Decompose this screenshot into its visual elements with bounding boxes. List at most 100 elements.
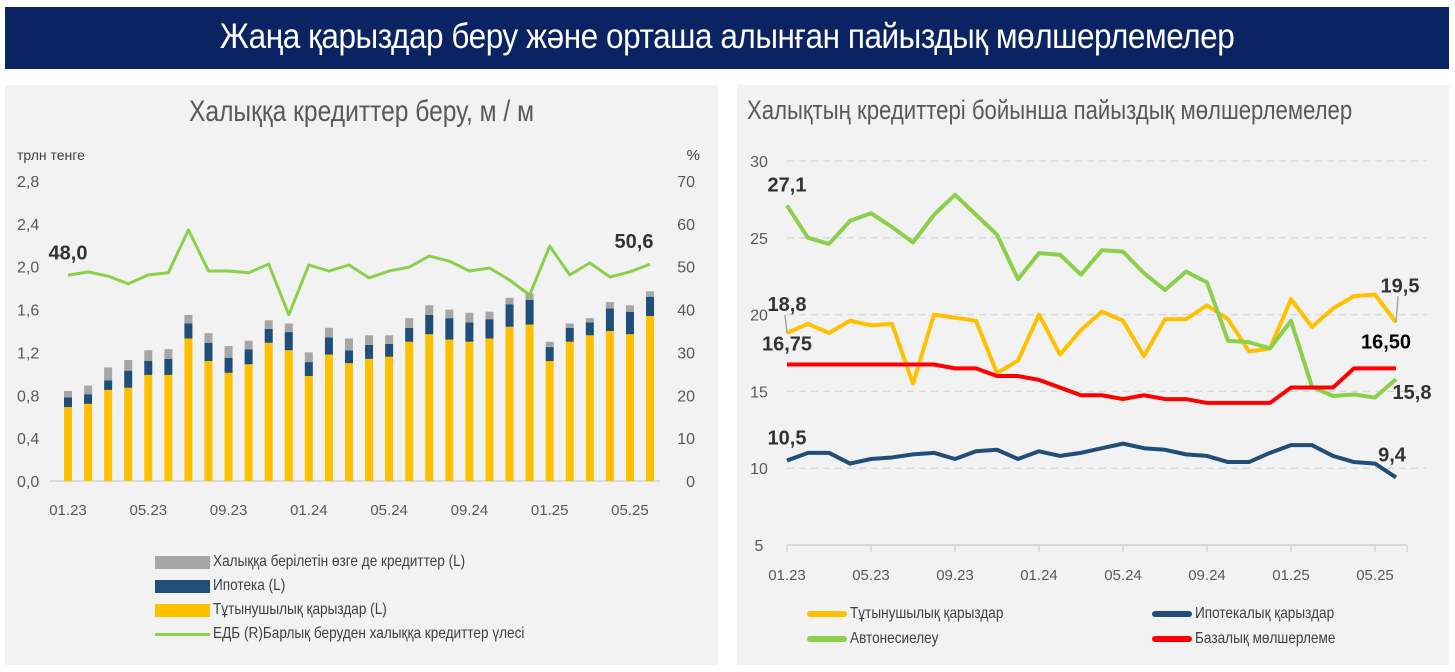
right-data-label: 10,5: [768, 428, 807, 450]
right-chart-title: Халықтың кредиттері бойынша пайыздық мөл…: [747, 95, 1353, 125]
legend-item: Халыққа берілетін өзге де кредиттер (L): [155, 553, 510, 571]
mortgage-bar: [324, 337, 333, 355]
other-loans-bar: [445, 309, 454, 319]
right-x-tick-label: 05.24: [1104, 567, 1142, 584]
consumer-bar: [284, 350, 293, 481]
left-y-tick-label: 0,4: [17, 431, 39, 448]
mortgage-bar: [605, 308, 614, 331]
legend-label: Ипотекалық қарыздар: [1195, 605, 1335, 622]
consumer-bar: [625, 334, 634, 481]
left-x-tick-label: 09.24: [451, 502, 489, 519]
consumer-bar: [545, 361, 554, 481]
mortgage-rate-line: [786, 441, 1398, 480]
left-chart-panel: Халыққа кредиттер беру, м / м трлн тенге…: [5, 85, 718, 665]
mortgage-bar: [365, 344, 374, 359]
left-y-axis-unit: трлн тенге: [17, 147, 85, 163]
right-y-tick-label: 20: [677, 388, 695, 405]
leader-line: [1395, 296, 1399, 323]
other-loans-bar: [525, 293, 534, 300]
consumer-bar: [264, 342, 273, 481]
legend-label: Автонесиелеу: [850, 630, 939, 647]
other-loans-bar: [565, 323, 574, 328]
mortgage-bar: [244, 349, 253, 365]
right-y-tick-label: 50: [677, 260, 695, 277]
mortgage-bar: [144, 361, 153, 375]
legend-line-swatch: [1152, 611, 1192, 617]
other-loans-bar: [625, 305, 634, 312]
consumer-bar: [64, 407, 72, 481]
other-loans-bar: [204, 333, 213, 343]
other-loans-bar: [64, 391, 72, 398]
right-x-tick-label: 01.24: [1020, 567, 1058, 584]
legend-box-swatch: [155, 555, 210, 569]
left-y-tick-label: 2,4: [17, 217, 39, 234]
auto-loan-rate-line: [785, 192, 1398, 400]
mortgage-bar: [525, 299, 534, 325]
legend-line-swatch: [807, 636, 847, 642]
right-x-tick-label: 09.24: [1188, 567, 1226, 584]
other-loans-bar: [425, 305, 434, 315]
left-y-tick-label: 2,8: [17, 174, 39, 191]
right-x-tick-label: 05.25: [1356, 567, 1394, 584]
consumer-bar: [84, 403, 93, 481]
left-x-tick-label: 05.23: [130, 502, 168, 519]
right-y-tick-label: 0: [686, 474, 695, 491]
other-loans-bar: [184, 314, 193, 324]
consumer-bar: [465, 341, 474, 481]
legend-item: Автонесиелеу: [807, 630, 954, 648]
consumer-bar: [224, 372, 233, 481]
mortgage-bar: [385, 343, 394, 357]
consumer-bar: [324, 354, 333, 481]
consumer-rate-line: [786, 292, 1398, 386]
mortgage-bar: [104, 380, 113, 390]
mortgage-bar: [124, 370, 133, 388]
right-y-tick-label: 30: [677, 345, 695, 362]
consumer-bar: [184, 338, 193, 481]
banner: Жаңа қарыздар беру және орташа алынған п…: [5, 7, 1449, 69]
share-line: [67, 228, 651, 317]
left-x-tick-label: 05.25: [611, 502, 649, 519]
consumer-bar: [244, 364, 253, 481]
right-y-tick-label: 60: [677, 217, 695, 234]
right-data-label: 19,5: [1381, 275, 1420, 297]
mortgage-bar: [545, 347, 554, 361]
consumer-bar: [405, 341, 414, 481]
right-data-label: 15,8: [1393, 382, 1432, 404]
left-chart-title: Халыққа кредиттер беру, м / м: [188, 95, 535, 128]
consumer-bar: [144, 374, 153, 481]
right-x-tick-label: 05.23: [852, 567, 890, 584]
mortgage-bar: [304, 362, 313, 376]
right-data-label: 16,50: [1361, 331, 1411, 353]
right-y-tick-label: 25: [750, 231, 768, 248]
left-y-tick-label: 0,0: [17, 474, 39, 491]
consumer-bar: [164, 374, 173, 481]
other-loans-bar: [585, 318, 594, 323]
consumer-bar: [425, 334, 434, 481]
mortgage-bar: [646, 296, 655, 316]
other-loans-bar: [104, 367, 113, 381]
left-x-tick-label: 01.25: [531, 502, 569, 519]
left-x-tick-label: 01.23: [49, 502, 87, 519]
leader-line: [784, 314, 788, 334]
other-loans-bar: [304, 352, 313, 363]
other-loans-bar: [244, 340, 253, 350]
legend-item: Тұтынушылық қарыздар: [807, 605, 1030, 623]
mortgage-bar: [405, 327, 414, 342]
legend-line-swatch: [155, 632, 210, 636]
other-loans-bar: [264, 320, 273, 329]
legend-line-swatch: [807, 611, 847, 617]
mortgage-bar: [625, 311, 634, 335]
other-loans-bar: [365, 335, 374, 345]
right-data-label: 18,8: [768, 294, 807, 316]
legend-label: Халыққа берілетін өзге де кредиттер (L): [213, 553, 466, 570]
right-y-tick-label: 40: [677, 303, 695, 320]
mortgage-bar: [224, 357, 233, 373]
consumer-bar: [605, 331, 614, 481]
legend-box-swatch: [155, 603, 210, 617]
other-loans-bar: [605, 302, 614, 309]
right-y-axis-unit: %: [687, 147, 700, 164]
right-data-label: 27,1: [768, 175, 807, 197]
consumer-bar: [344, 363, 353, 481]
legend-line-swatch: [1152, 636, 1192, 642]
left-chart: трлн тенге % 0,00,40,81,21,62,02,42,8 01…: [17, 147, 700, 519]
